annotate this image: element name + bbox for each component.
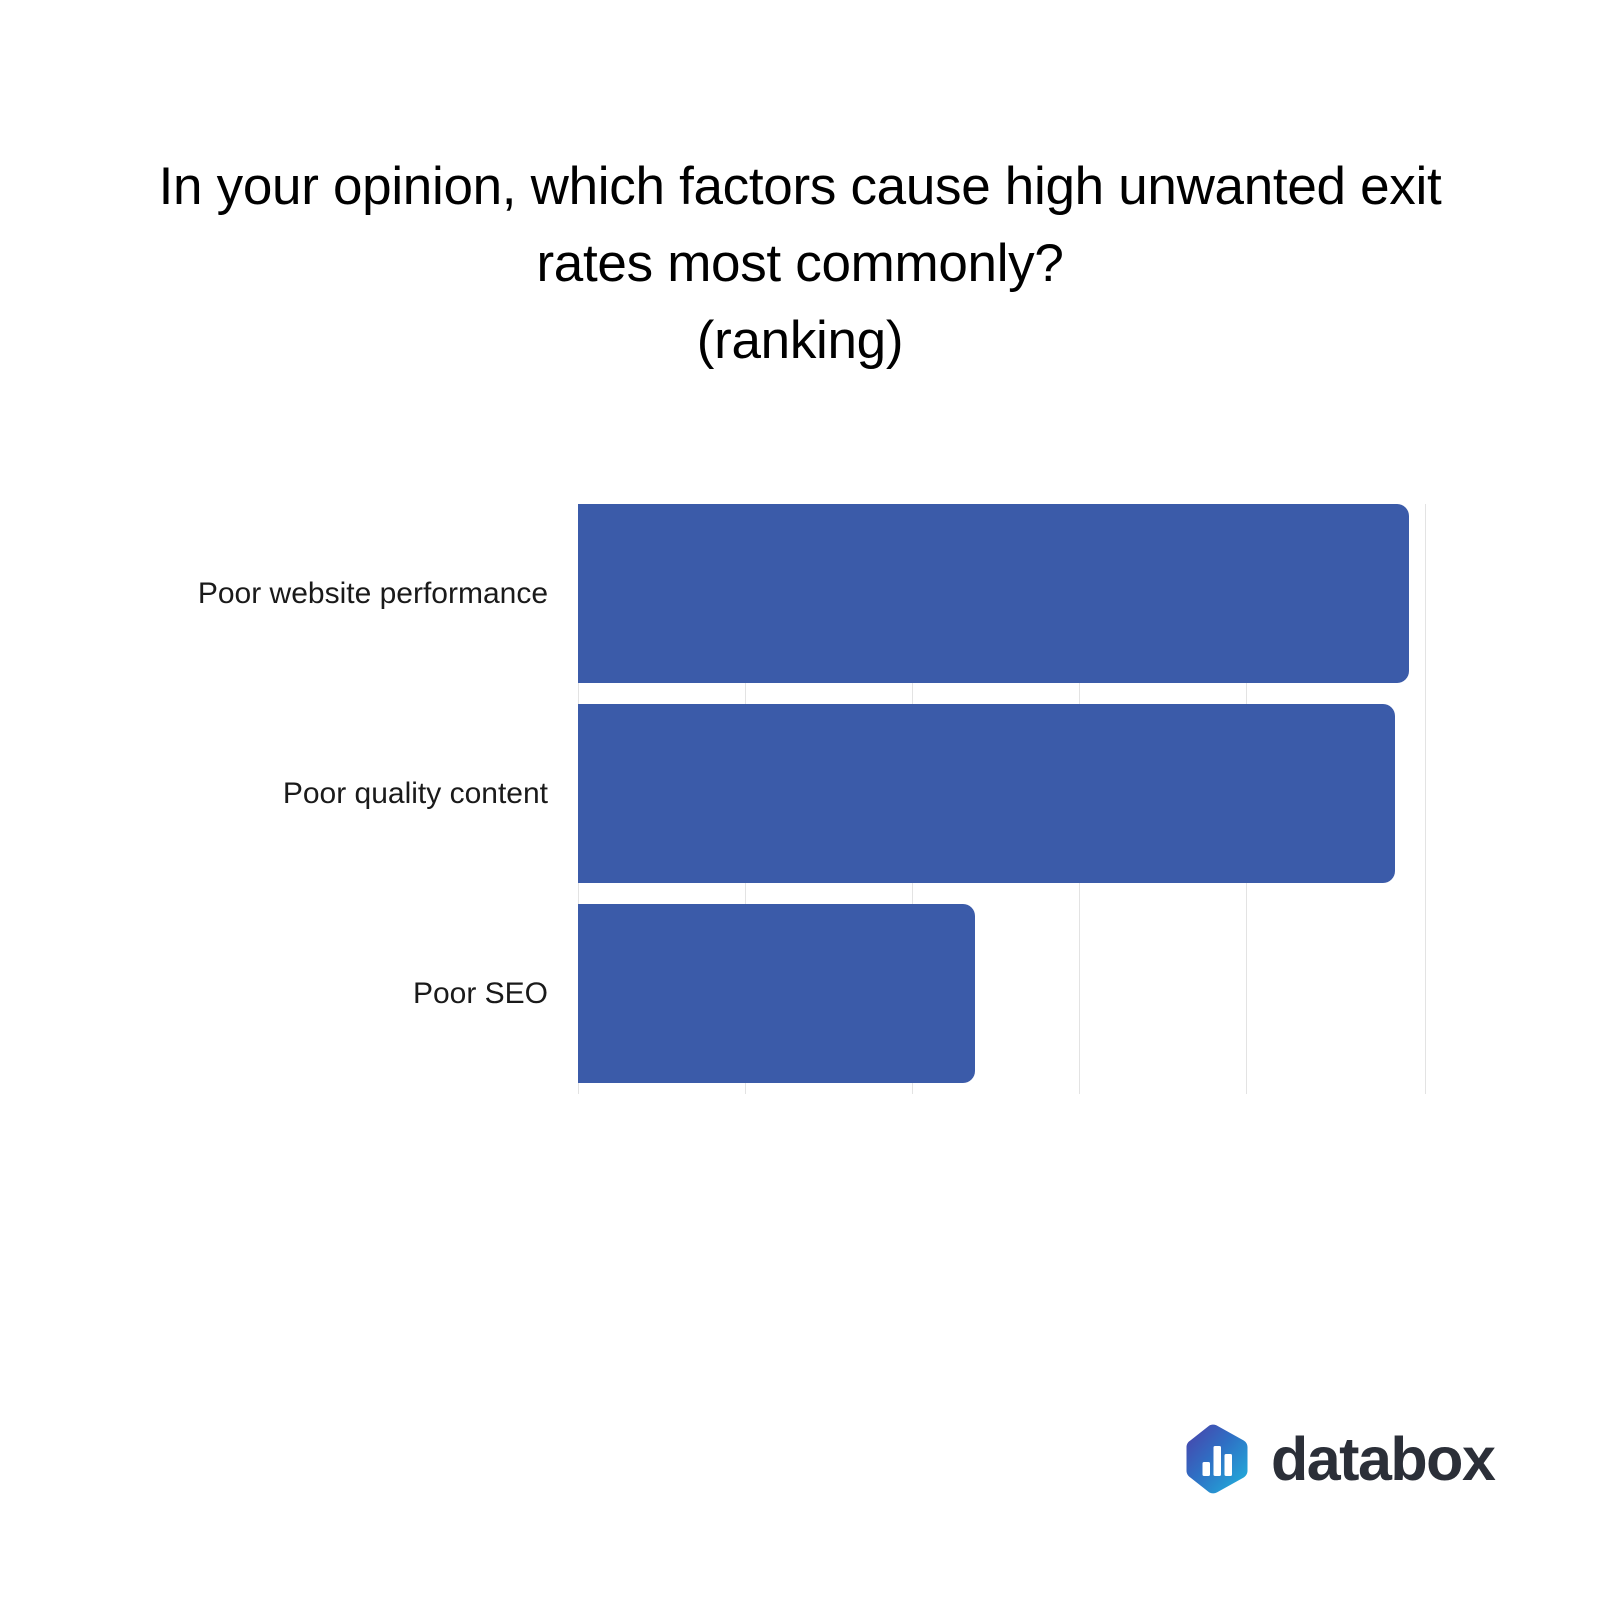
bar-row xyxy=(578,504,1425,683)
bar[interactable] xyxy=(578,904,975,1083)
bar[interactable] xyxy=(578,704,1395,883)
plot-area xyxy=(578,504,1426,1094)
category-label-1: Poor quality content xyxy=(282,776,548,810)
databox-wordmark: databox xyxy=(1271,1424,1496,1493)
bar-row xyxy=(578,704,1425,883)
category-label-2: Poor SEO xyxy=(412,976,548,1010)
page-title: In your opinion, which factors cause hig… xyxy=(158,157,1442,370)
databox-logo: databox xyxy=(1185,1424,1496,1494)
bar-row xyxy=(578,904,1425,1083)
databox-hexagon-bar-chart-icon xyxy=(1185,1424,1249,1494)
category-label-0: Poor website performance xyxy=(197,576,548,610)
bars-group xyxy=(578,504,1425,1094)
bar[interactable] xyxy=(578,504,1409,683)
gridline-5 xyxy=(1425,504,1426,1094)
